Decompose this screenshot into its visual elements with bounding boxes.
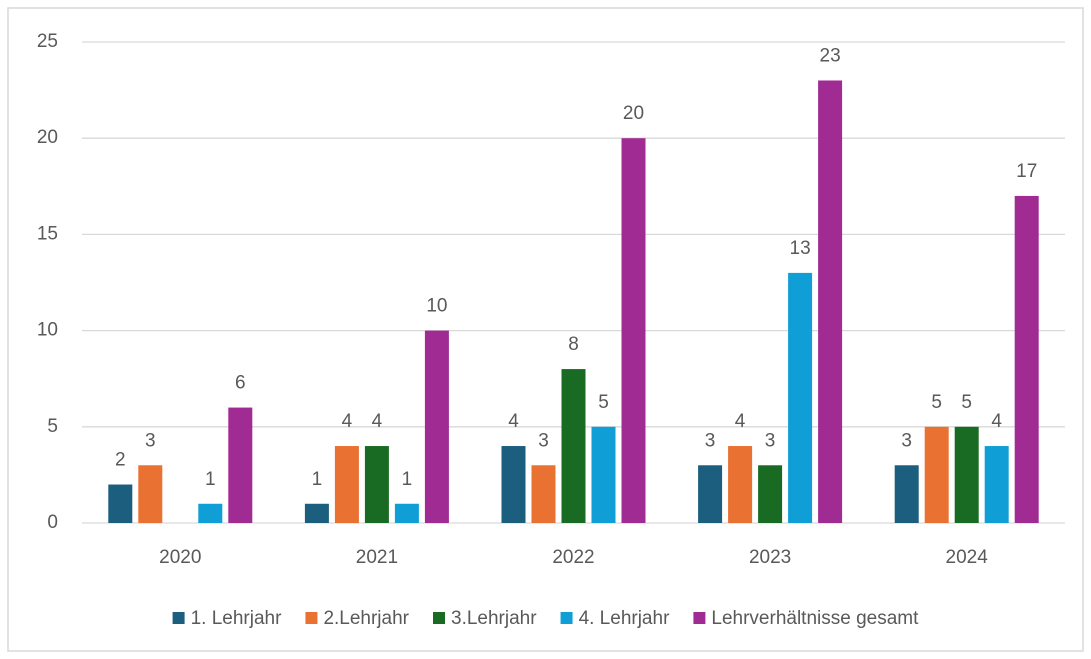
y-tick-label: 0 <box>47 512 58 533</box>
bar <box>304 503 329 523</box>
data-label: 3 <box>765 430 776 451</box>
y-tick-label: 20 <box>37 127 58 148</box>
data-label: 3 <box>145 430 156 451</box>
data-label: 3 <box>705 430 716 451</box>
bar <box>758 465 783 523</box>
bar <box>424 330 449 523</box>
bar <box>1014 195 1039 524</box>
x-tick-label: 2022 <box>552 547 594 568</box>
legend-swatch <box>560 612 573 624</box>
legend-label: 2.Lehrjahr <box>323 608 409 629</box>
x-tick-label: 2023 <box>749 547 791 568</box>
data-label: 5 <box>961 392 972 413</box>
bar <box>334 446 359 523</box>
data-label: 23 <box>820 45 841 66</box>
data-label: 2 <box>115 450 126 471</box>
bar <box>394 503 419 523</box>
bar <box>984 446 1009 523</box>
bar <box>788 272 813 523</box>
bar <box>698 465 723 523</box>
legend-swatch <box>433 612 445 624</box>
bar <box>894 465 919 523</box>
legend-label: 1. Lehrjahr <box>191 608 283 629</box>
bar <box>728 446 753 523</box>
x-tick-label: 2021 <box>356 547 398 568</box>
data-label: 20 <box>623 103 644 124</box>
data-label: 8 <box>568 334 579 355</box>
data-label: 4 <box>508 411 519 432</box>
bar <box>621 138 646 523</box>
legend-label: Lehrverhältnisse gesamt <box>711 608 919 629</box>
data-label: 5 <box>598 392 609 413</box>
bar <box>561 369 586 523</box>
bar <box>924 426 949 523</box>
legend-swatch <box>693 612 706 624</box>
data-label: 1 <box>312 469 323 490</box>
y-tick-label: 15 <box>37 223 58 244</box>
data-label: 3 <box>538 430 549 451</box>
bar <box>198 503 223 523</box>
data-label: 6 <box>235 373 246 394</box>
data-label: 5 <box>931 392 942 413</box>
legend-swatch <box>172 612 185 624</box>
data-label: 1 <box>402 469 413 490</box>
data-label: 3 <box>901 430 912 451</box>
bar <box>818 80 843 523</box>
bar <box>591 426 616 523</box>
y-tick-label: 10 <box>37 320 58 341</box>
bar <box>501 446 526 523</box>
bar <box>364 446 389 523</box>
x-tick-label: 2024 <box>946 547 989 568</box>
data-label: 4 <box>342 411 353 432</box>
bar <box>954 426 979 523</box>
data-label: 17 <box>1016 161 1037 182</box>
data-label: 1 <box>205 469 216 490</box>
legend-label: 4. Lehrjahr <box>579 608 671 629</box>
chart-border <box>7 7 1084 652</box>
bar <box>138 465 163 523</box>
data-label: 13 <box>790 238 811 259</box>
bar <box>228 407 253 523</box>
legend-swatch <box>305 612 318 624</box>
y-tick-label: 5 <box>47 416 58 437</box>
data-label: 10 <box>426 296 447 317</box>
legend-label: 3.Lehrjahr <box>451 608 537 629</box>
data-label: 4 <box>991 411 1002 432</box>
bar <box>108 484 133 523</box>
data-label: 4 <box>372 411 383 432</box>
x-tick-label: 2020 <box>159 547 201 568</box>
bar <box>531 465 556 523</box>
data-label: 4 <box>735 411 746 432</box>
y-tick-label: 25 <box>37 31 58 52</box>
